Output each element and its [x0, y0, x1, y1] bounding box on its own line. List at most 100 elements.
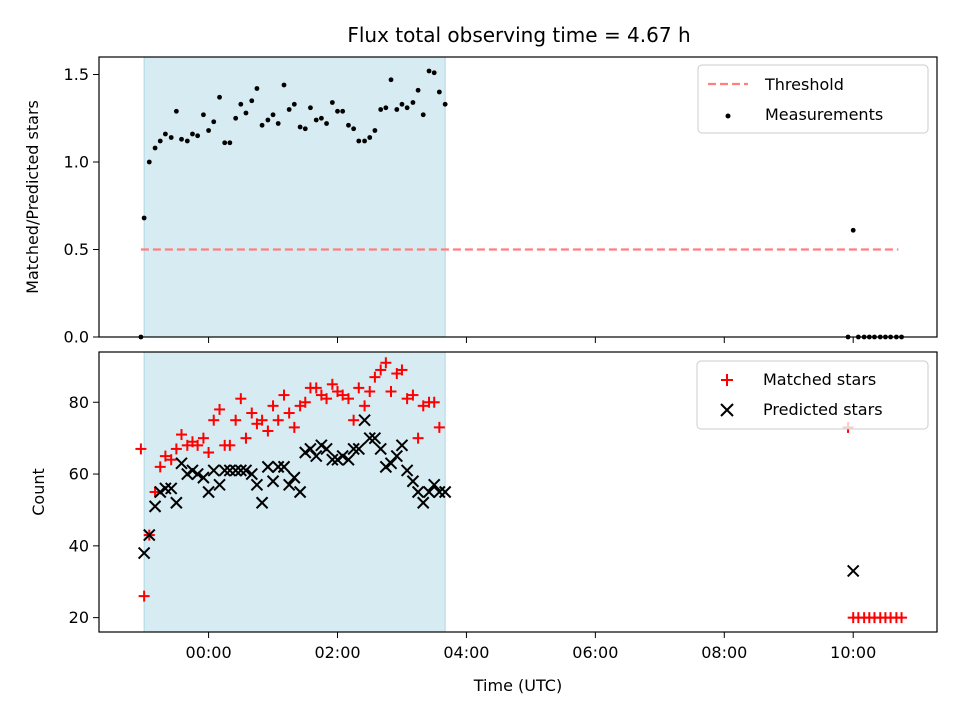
matched-star-point — [154, 461, 166, 473]
measurement-point — [184, 138, 190, 144]
matched-star-point — [310, 382, 322, 394]
matched-star-point — [170, 443, 182, 455]
measurement-point — [275, 121, 281, 126]
predicted-star-point — [438, 485, 452, 499]
matched-star-point — [337, 389, 349, 401]
measurement-point — [211, 119, 217, 125]
bottom-legend: Matched stars Predicted stars — [696, 360, 929, 430]
y-tick-label: 1.0 — [64, 153, 89, 172]
measurement-point — [324, 121, 329, 126]
matched-star-point — [224, 439, 236, 451]
matched-star-point — [342, 393, 354, 405]
measurement-point — [179, 136, 184, 142]
predicted-star-point — [213, 478, 226, 492]
matched-star-point — [203, 447, 215, 459]
matched-star-point — [235, 393, 247, 405]
legend-threshold-label: Threshold — [764, 75, 844, 94]
predicted-star-point — [342, 453, 355, 466]
legend-measurements-label: Measurements — [765, 105, 883, 124]
predicted-star-point — [261, 460, 275, 474]
predicted-star-point — [271, 460, 285, 474]
predicted-star-point — [411, 485, 425, 499]
matched-star-point — [240, 432, 252, 444]
bottom-x-ticks: 00:00 02:00 04:00 06:00 08:00 10:00 — [186, 632, 876, 662]
matched-star-point — [896, 612, 908, 624]
measurement-point — [222, 140, 228, 146]
top-x-ticks — [208, 337, 854, 343]
measurement-point — [383, 105, 389, 111]
legend-matched-swatch — [721, 374, 733, 386]
measurement-point — [335, 108, 340, 114]
predicted-star-point — [336, 449, 349, 463]
predicted-star-point — [417, 496, 430, 509]
legend-predicted-swatch — [720, 403, 734, 417]
predicted-star-point — [277, 460, 291, 474]
y-tick-label: 80 — [69, 393, 89, 412]
predicted-star-point — [229, 464, 242, 477]
matched-star-point — [348, 414, 360, 426]
predicted-star-point — [223, 464, 237, 477]
measurement-point — [415, 87, 421, 93]
predicted-star-point — [191, 467, 204, 481]
y-tick-label: 0.0 — [64, 328, 89, 347]
measurement-point — [162, 131, 168, 137]
matched-star-point — [428, 396, 440, 408]
matched-star-point — [283, 407, 295, 419]
bottom-shaded-span — [143, 351, 446, 633]
predicted-star-point — [197, 471, 210, 484]
matched-star-point — [214, 403, 226, 415]
matched-star-point — [246, 407, 258, 419]
matched-star-point — [417, 400, 429, 412]
matched-star-point — [135, 443, 147, 455]
predicted-star-point — [143, 528, 156, 542]
measurement-point — [254, 86, 260, 91]
measurement-point — [297, 124, 303, 130]
bottom-legend-box — [696, 360, 929, 430]
predicted-star-point — [368, 431, 382, 445]
predicted-star-point — [245, 467, 258, 481]
measurement-point — [206, 128, 211, 133]
predicted-star-point — [846, 564, 860, 578]
measurement-point — [195, 133, 201, 139]
predicted-star-point — [207, 464, 220, 477]
x-tick-label: 08:00 — [701, 643, 747, 662]
measurement-point — [259, 122, 265, 128]
matched-star-point — [262, 425, 274, 437]
measurement-point — [426, 68, 432, 74]
matched-star-point — [369, 371, 381, 383]
measurement-point — [329, 100, 335, 105]
measurement-point — [420, 112, 426, 118]
top-axes-frame — [98, 56, 938, 338]
chart-title: Flux total observing time = 4.67 h — [347, 23, 690, 47]
predicted-star-point — [164, 482, 178, 495]
measurement-point — [399, 101, 405, 107]
y-tick-label: 60 — [69, 465, 89, 484]
bottom-y-axis-label: Count — [29, 468, 48, 516]
measurement-point — [190, 131, 195, 137]
top-legend-box — [697, 64, 929, 134]
matched-star-point — [267, 400, 279, 412]
measurement-point — [308, 105, 313, 111]
matched-star-point — [288, 421, 300, 433]
predicted-star-point — [347, 442, 360, 456]
x-tick-label: 10:00 — [830, 643, 876, 662]
measurement-point — [141, 215, 147, 221]
measurement-point — [388, 77, 394, 83]
matched-star-point — [197, 432, 209, 444]
y-tick-label: 1.5 — [64, 65, 89, 84]
top-legend: Threshold Measurements — [697, 64, 929, 134]
predicted-star-point — [326, 453, 339, 466]
matched-star-point — [278, 389, 290, 401]
measurement-point — [372, 128, 378, 133]
measurement-point — [367, 135, 373, 140]
predicted-star-point — [374, 442, 387, 456]
measurement-point — [351, 126, 357, 132]
top-shaded-span — [143, 56, 446, 338]
predicted-star-point — [170, 496, 183, 509]
matched-star-point — [401, 393, 413, 405]
predicted-star-point — [239, 464, 253, 477]
x-tick-label: 04:00 — [443, 643, 489, 662]
predicted-star-point — [352, 442, 365, 456]
